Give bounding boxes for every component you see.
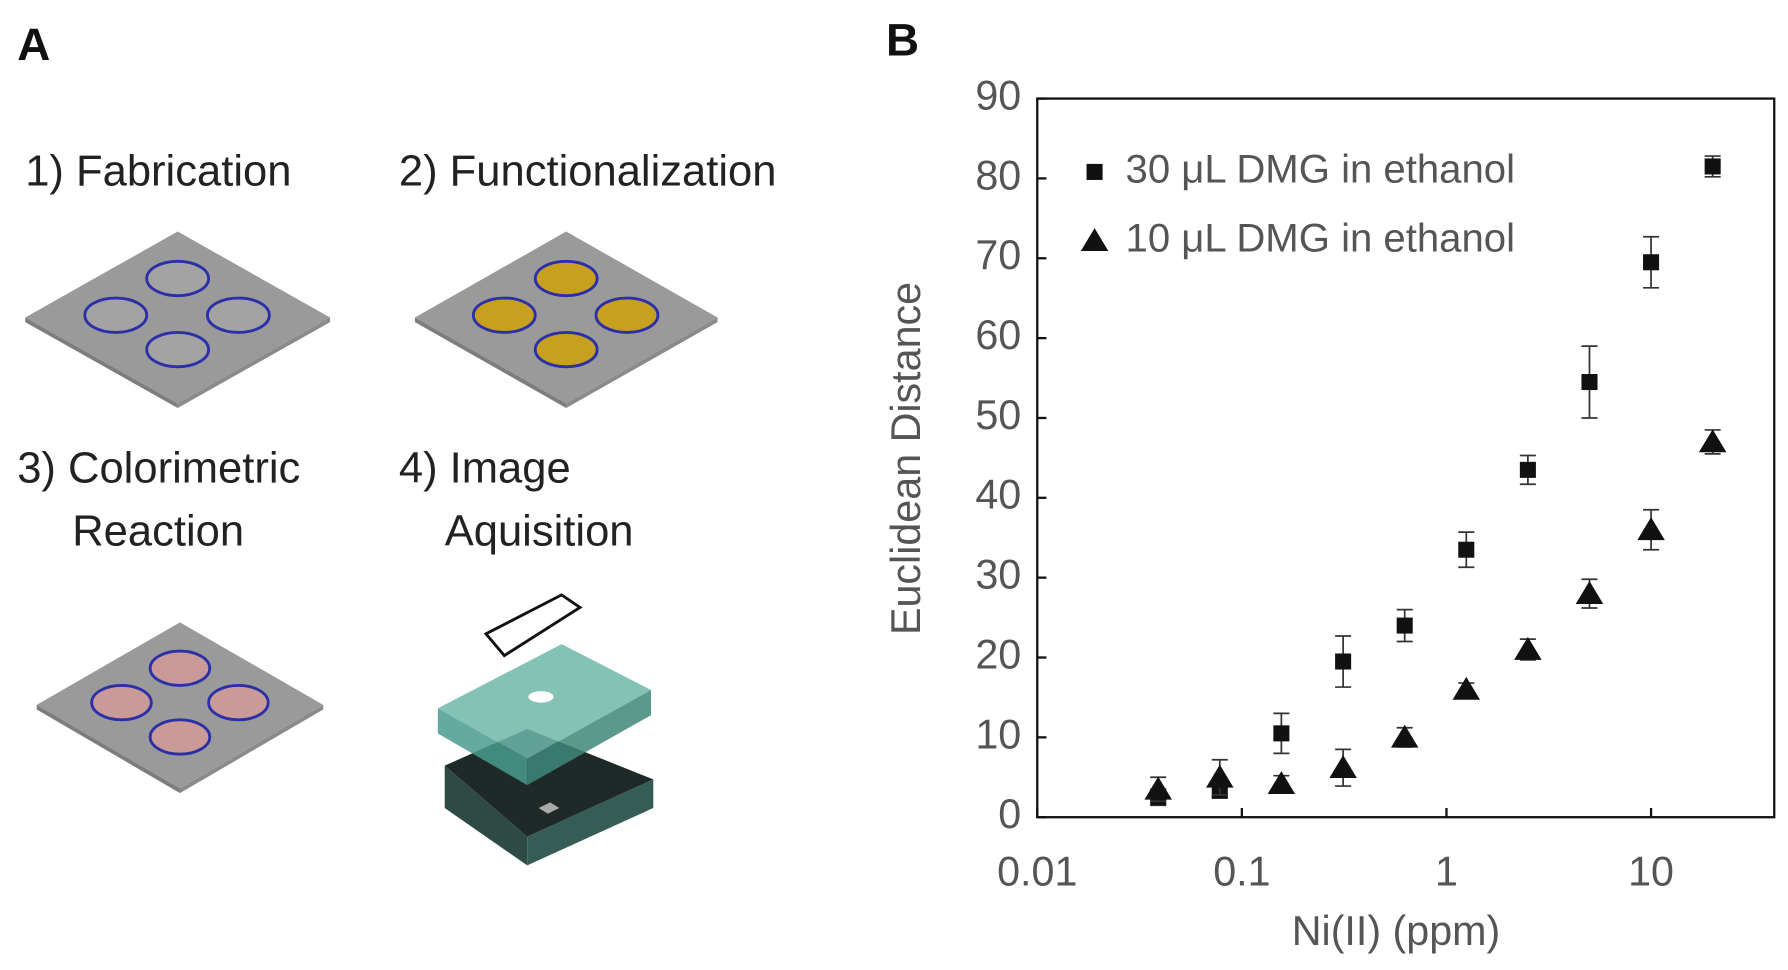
y-tick-label: 90: [975, 72, 1021, 118]
data-point: [1452, 676, 1481, 700]
legend-label: 10 μL DMG in ethanol: [1126, 216, 1516, 260]
panel-label: B: [886, 15, 919, 66]
step-label: 3) Colorimetric: [17, 445, 300, 493]
y-tick-label: 40: [975, 472, 1021, 518]
data-point: [1637, 517, 1665, 541]
data-point: [1581, 374, 1598, 391]
plate: [36, 622, 324, 794]
legend-marker: [1086, 163, 1103, 180]
data-point: [1144, 776, 1172, 800]
data-point: [1575, 581, 1604, 604]
y-tick-label: 50: [975, 392, 1021, 438]
plate: [414, 231, 718, 409]
data-point: [1390, 724, 1419, 748]
panel-label: A: [17, 19, 50, 70]
x-tick-label: 1: [1435, 848, 1458, 894]
y-tick-label: 0: [998, 791, 1021, 837]
y-axis-label: Euclidean Distance: [883, 282, 929, 635]
y-tick-label: 70: [975, 232, 1021, 278]
x-axis-label: Ni(II) (ppm): [1292, 908, 1501, 954]
data-point: [1514, 636, 1542, 660]
step-label: Aquisition: [445, 508, 634, 556]
y-tick-label: 80: [975, 152, 1021, 198]
plate: [25, 231, 331, 409]
y-tick-label: 10: [975, 711, 1021, 757]
x-tick-label: 0.1: [1213, 848, 1270, 894]
legend-label: 30 μL DMG in ethanol: [1126, 148, 1516, 192]
data-point: [1206, 764, 1234, 788]
y-tick-label: 60: [975, 312, 1021, 358]
x-tick-label: 10: [1628, 848, 1674, 894]
imaging-setup: [437, 593, 654, 866]
data-point: [1273, 725, 1290, 742]
data-point: [1335, 653, 1352, 670]
y-tick-label: 20: [975, 631, 1021, 677]
data-point: [1704, 158, 1721, 175]
data-point: [1267, 771, 1296, 794]
step-label: 4) Image: [399, 445, 571, 493]
y-tick-label: 30: [975, 552, 1021, 598]
step-label: 1) Fabrication: [25, 148, 291, 196]
data-point: [1396, 617, 1413, 634]
legend-marker: [1080, 228, 1109, 252]
plot-frame: [1036, 97, 1776, 819]
step-label: 2) Functionalization: [399, 148, 777, 196]
data-point: [1519, 461, 1536, 478]
step-label: Reaction: [72, 508, 244, 556]
data-point: [1698, 429, 1727, 453]
data-point: [1329, 755, 1357, 779]
data-point: [1458, 541, 1475, 558]
data-point: [1643, 254, 1660, 271]
x-tick-label: 0.01: [997, 848, 1077, 894]
